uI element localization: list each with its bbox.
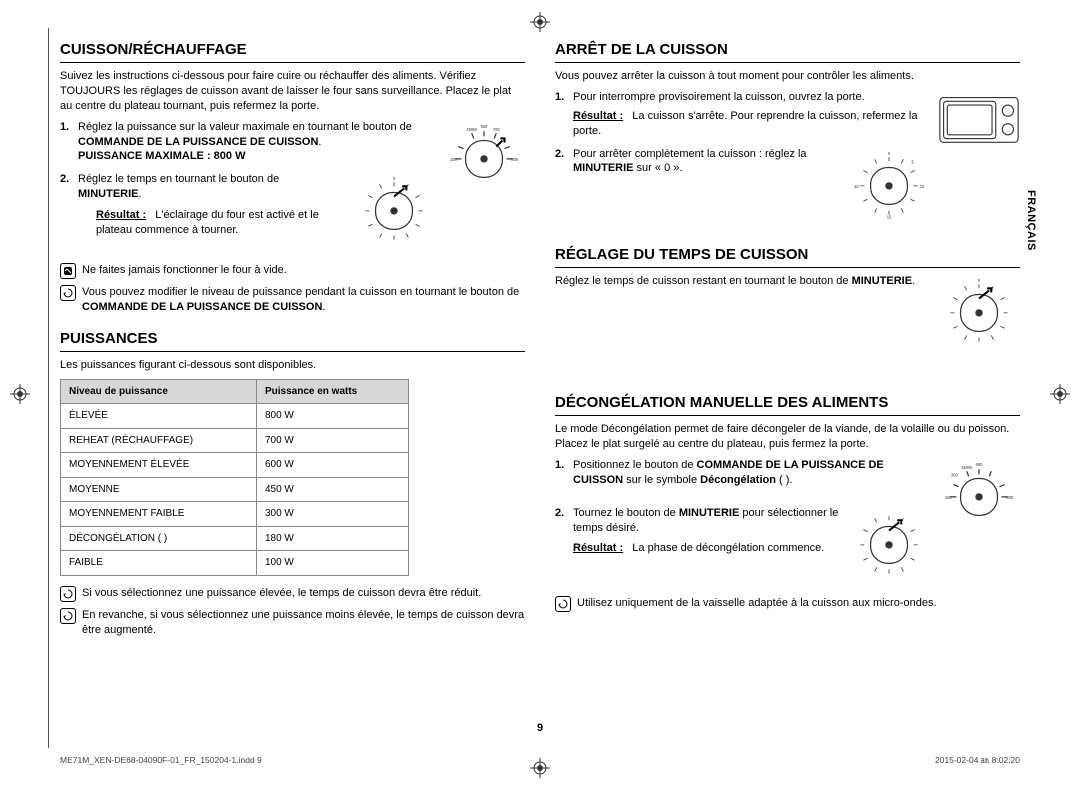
footer-timestamp: 2015-02-04 ㏂ 8:02:20 bbox=[935, 755, 1020, 766]
note-high-power: Si vous sélectionnez une puissance élevé… bbox=[60, 586, 525, 602]
footer-file: ME71M_XEN-DE68-04090F-01_FR_150204-1.ind… bbox=[60, 755, 262, 766]
cooking-step-2: 0 Réglez le temps en tournant le bouton … bbox=[60, 172, 525, 237]
table-row: FAIBLE100 W bbox=[61, 551, 409, 576]
language-tab: FRANÇAIS bbox=[1023, 190, 1038, 251]
timer-dial-illustration bbox=[848, 508, 930, 585]
defrost-intro: Le mode Décongélation permet de faire dé… bbox=[555, 422, 1020, 452]
note-icon bbox=[60, 285, 76, 301]
table-row: DÉCONGÉLATION ( )180 W bbox=[61, 526, 409, 551]
page-number: 9 bbox=[0, 721, 1080, 736]
right-column: ARRÊT DE LA CUISSON Vous pouvez arrêter … bbox=[555, 40, 1020, 643]
microwave-illustration bbox=[938, 92, 1020, 153]
heading-power-levels: PUISSANCES bbox=[60, 329, 525, 352]
cooking-step-1: 600 450W 700 100 800 Réglez la puissance… bbox=[60, 120, 525, 165]
registration-mark-left bbox=[10, 384, 30, 404]
footer: ME71M_XEN-DE68-04090F-01_FR_150204-1.ind… bbox=[60, 755, 1020, 766]
heading-cooking: CUISSON/RÉCHAUFFAGE bbox=[60, 40, 525, 63]
result-text: La cuisson s'arrête. Pour reprendre la c… bbox=[573, 110, 917, 137]
svg-text:0: 0 bbox=[978, 279, 981, 284]
power-intro: Les puissances figurant ci-dessous sont … bbox=[60, 358, 525, 373]
table-row: REHEAT (RÉCHAUFFAGE)700 W bbox=[61, 428, 409, 453]
svg-text:0: 0 bbox=[888, 151, 891, 156]
heading-set-time: RÉGLAGE DU TEMPS DE CUISSON bbox=[555, 245, 1020, 268]
svg-text:0: 0 bbox=[393, 176, 396, 181]
note-microwave-safe: Utilisez uniquement de la vaisselle adap… bbox=[555, 596, 1020, 612]
defrost-steps: 600 300 100 800 450W Positionnez le bout… bbox=[555, 458, 1020, 556]
table-row: MOYENNEMENT ÉLEVÉE600 W bbox=[61, 453, 409, 478]
svg-text:450W: 450W bbox=[466, 127, 477, 132]
power-table: Niveau de puissance Puissance en watts É… bbox=[60, 379, 409, 576]
result-label: Résultat : bbox=[96, 209, 146, 221]
svg-text:800: 800 bbox=[1006, 495, 1014, 500]
heading-stop-cooking: ARRÊT DE LA CUISSON bbox=[555, 40, 1020, 63]
note-icon bbox=[60, 608, 76, 624]
svg-text:600: 600 bbox=[481, 124, 489, 129]
page-columns: CUISSON/RÉCHAUFFAGE Suivez les instructi… bbox=[60, 40, 1020, 643]
defrost-step-2: Tournez le bouton de MINUTERIE pour séle… bbox=[555, 506, 1020, 557]
svg-text:600: 600 bbox=[976, 462, 984, 467]
stop-intro: Vous pouvez arrêter la cuisson à tout mo… bbox=[555, 69, 1020, 84]
table-row: ÉLEVÉE800 W bbox=[61, 404, 409, 429]
note-icon bbox=[555, 596, 571, 612]
power-col-watts: Puissance en watts bbox=[256, 379, 408, 404]
table-row: MOYENNEMENT FAIBLE300 W bbox=[61, 502, 409, 527]
power-col-level: Niveau de puissance bbox=[61, 379, 257, 404]
note-change-power: Vous pouvez modifier le niveau de puissa… bbox=[60, 285, 525, 315]
defrost-step-1: 600 300 100 800 450W Positionnez le bout… bbox=[555, 458, 1020, 488]
result-label: Résultat : bbox=[573, 110, 623, 122]
registration-mark-top bbox=[530, 12, 550, 32]
stop-step-1: Pour interrompre provisoirement la cuiss… bbox=[555, 90, 1020, 139]
stop-steps: Pour interrompre provisoirement la cuiss… bbox=[555, 90, 1020, 176]
svg-text:100: 100 bbox=[945, 495, 953, 500]
note-low-power: En revanche, si vous sélectionnez une pu… bbox=[60, 608, 525, 638]
svg-text:450W: 450W bbox=[961, 465, 972, 470]
timer-dial-illustration: 0 bbox=[938, 276, 1020, 353]
svg-text:800: 800 bbox=[511, 157, 519, 162]
svg-text:15: 15 bbox=[887, 214, 892, 219]
note-icon bbox=[60, 263, 76, 279]
result-label: Résultat : bbox=[573, 542, 623, 554]
stop-step-2: 0 5 10 15 20 Pour arrêter complètement l… bbox=[555, 147, 1020, 177]
table-row: MOYENNE450 W bbox=[61, 477, 409, 502]
svg-text:700: 700 bbox=[493, 127, 501, 132]
crop-line-left bbox=[48, 28, 49, 748]
result-text: La phase de décongélation commence. bbox=[632, 542, 824, 554]
svg-text:100: 100 bbox=[450, 157, 458, 162]
svg-text:5: 5 bbox=[912, 159, 915, 164]
cooking-steps: 600 450W 700 100 800 Réglez la puissance… bbox=[60, 120, 525, 238]
svg-text:300: 300 bbox=[951, 472, 959, 477]
note-never-empty: Ne faites jamais fonctionner le four à v… bbox=[60, 263, 525, 279]
cooking-intro: Suivez les instructions ci-dessous pour … bbox=[60, 69, 525, 114]
note-icon bbox=[60, 586, 76, 602]
registration-mark-right bbox=[1050, 384, 1070, 404]
timer-dial-illustration: 0 bbox=[353, 174, 435, 251]
svg-text:20: 20 bbox=[854, 184, 859, 189]
heading-defrost: DÉCONGÉLATION MANUELLE DES ALIMENTS bbox=[555, 393, 1020, 416]
svg-text:10: 10 bbox=[920, 184, 925, 189]
timer-zero-illustration: 0 5 10 15 20 bbox=[848, 149, 930, 226]
left-column: CUISSON/RÉCHAUFFAGE Suivez les instructi… bbox=[60, 40, 525, 643]
